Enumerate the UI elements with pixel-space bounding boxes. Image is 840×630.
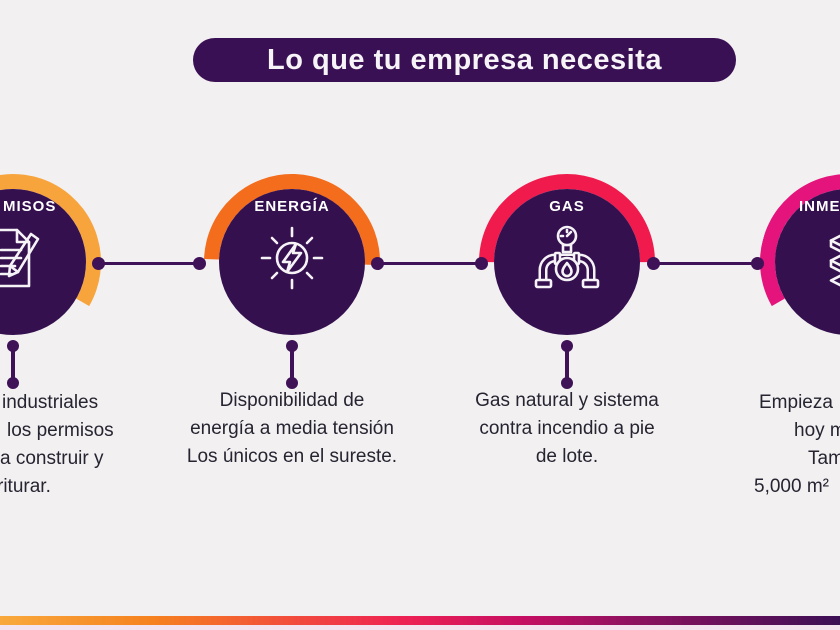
desc-inmuebles-line: Empieza: [759, 392, 833, 413]
connector-dot: [561, 377, 573, 389]
desc-permisos-line: industriales: [2, 392, 99, 413]
title-pill: Lo que tu empresa necesita: [193, 38, 736, 82]
desc-line: Gas natural y sistema: [475, 390, 659, 411]
connector-dot: [7, 340, 19, 352]
footer-under-strip: [0, 625, 840, 630]
node-label-permisos: MISOS: [3, 198, 57, 215]
desc-inmuebles-line: hoy m: [794, 420, 840, 441]
connector-dot: [475, 257, 488, 270]
desc-permisos-line: los permisos: [7, 420, 114, 441]
node-label-gas: GAS: [549, 198, 585, 215]
node-label-inmuebles: INME: [799, 198, 840, 215]
desc-permisos-line: a construir y: [0, 448, 104, 469]
page-title: Lo que tu empresa necesita: [267, 43, 662, 76]
desc-line: contra incendio a pie: [479, 418, 655, 439]
connector-dot: [193, 257, 206, 270]
connector-dot: [751, 257, 764, 270]
connector-dot: [286, 340, 298, 352]
desc-permisos-line: riturar.: [0, 476, 51, 497]
connector-dot: [7, 377, 19, 389]
circle-gas: GAS: [494, 189, 640, 335]
desc-line: Los únicos en el sureste.: [186, 446, 398, 467]
desc-line: energía a media tensión: [190, 418, 394, 439]
sun-lightning-icon: [256, 222, 328, 294]
footer-gradient-bar: [0, 616, 840, 625]
connector-dot: [286, 377, 298, 389]
desc-line: Disponibilidad de: [219, 390, 365, 411]
desc-line: de lote.: [535, 446, 599, 467]
node-label-energia: ENERGÍA: [254, 198, 330, 215]
desc-energia: Disponibilidad de energía a media tensió…: [162, 387, 422, 471]
desc-gas: Gas natural y sistema contra incendio a …: [437, 387, 697, 471]
connector-dot: [92, 257, 105, 270]
gas-pipe-gauge-icon: [531, 222, 603, 294]
connector-dot: [647, 257, 660, 270]
circle-energia: ENERGÍA: [219, 189, 365, 335]
desc-inmuebles-line: Tam: [808, 448, 840, 469]
stacked-layers-icon: [812, 222, 840, 294]
document-pencil-icon: [0, 222, 49, 294]
connector-dot: [561, 340, 573, 352]
desc-inmuebles-line: 5,000 m²: [754, 476, 829, 497]
connector-dot: [371, 257, 384, 270]
